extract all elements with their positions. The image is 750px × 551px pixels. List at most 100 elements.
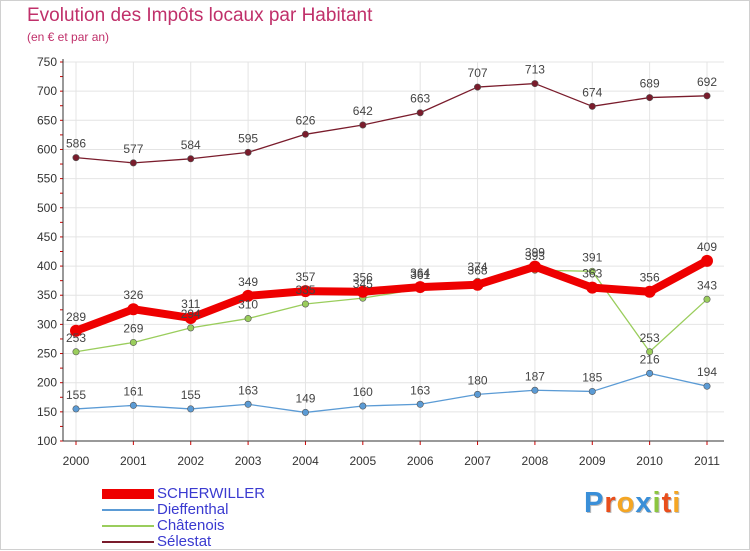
legend-label-dieffenthal: Dieffenthal — [157, 501, 229, 518]
x-tick-label-2006: 2006 — [407, 454, 434, 468]
series-line-scherwiller — [72, 256, 711, 335]
data-point-scherwiller — [643, 285, 656, 298]
x-tick-label-2001: 2001 — [120, 454, 147, 468]
data-point-s-lestat — [646, 94, 654, 102]
data-label-ch-tenois: 391 — [582, 250, 602, 264]
x-tick-label-2005: 2005 — [349, 454, 376, 468]
data-point-scherwiller — [299, 285, 312, 298]
data-point-dieffenthal — [187, 405, 195, 413]
data-point-scherwiller — [70, 324, 82, 337]
proxiti-logo: Proxiti — [584, 487, 681, 520]
data-label-scherwiller: 409 — [697, 240, 717, 254]
series-line-s-lestat — [75, 82, 708, 164]
data-point-s-lestat — [359, 121, 367, 129]
data-label-scherwiller: 356 — [353, 271, 373, 285]
y-tick-label-200: 200 — [37, 376, 57, 390]
data-label-dieffenthal: 180 — [468, 373, 488, 387]
chart-subtitle: (en € et par an) — [27, 30, 110, 44]
data-label-s-lestat: 689 — [640, 77, 660, 91]
data-label-ch-tenois: 361 — [410, 268, 430, 282]
data-point-ch-tenois — [646, 348, 654, 356]
data-point-scherwiller — [127, 303, 140, 316]
series-line-dieffenthal — [75, 372, 708, 414]
data-point-dieffenthal — [301, 408, 309, 416]
logo-letter: t — [661, 487, 673, 519]
y-tick-label-400: 400 — [37, 259, 57, 273]
data-point-s-lestat — [474, 83, 482, 91]
y-tick-label-250: 250 — [37, 347, 57, 361]
data-point-scherwiller — [184, 311, 197, 324]
logo-letter: x — [635, 487, 653, 519]
x-tick-label-2010: 2010 — [636, 454, 663, 468]
chart-title: Evolution des Impôts locaux par Habitant — [27, 5, 373, 26]
data-point-s-lestat — [244, 148, 252, 156]
data-label-scherwiller: 363 — [582, 267, 602, 281]
data-point-dieffenthal — [531, 386, 539, 394]
data-label-ch-tenois: 343 — [697, 278, 717, 292]
data-point-dieffenthal — [129, 401, 137, 409]
legend-swatch-selestat — [102, 541, 154, 543]
x-tick-label-2007: 2007 — [464, 454, 491, 468]
data-point-dieffenthal — [72, 405, 80, 413]
data-point-s-lestat — [301, 130, 309, 138]
data-label-ch-tenois: 294 — [181, 307, 201, 321]
data-point-scherwiller — [414, 281, 427, 294]
data-point-s-lestat — [703, 92, 711, 100]
x-tick-label-2008: 2008 — [522, 454, 549, 468]
legend-swatch-scherwiller — [102, 489, 154, 499]
data-point-s-lestat — [531, 80, 539, 88]
series-layer — [70, 80, 713, 416]
data-point-dieffenthal — [646, 369, 654, 377]
legend-swatch-dieffenthal — [102, 509, 154, 511]
y-axis-ticks: 100 150 200 250 300 350 400 450 500 550 600 650 700 7… — [37, 55, 57, 448]
data-label-dieffenthal: 163 — [410, 383, 430, 397]
data-label-scherwiller: 356 — [640, 271, 660, 285]
data-point-ch-tenois — [703, 295, 711, 303]
data-label-s-lestat: 713 — [525, 63, 545, 77]
data-label-ch-tenois: 374 — [468, 260, 488, 274]
data-label-s-lestat: 595 — [238, 131, 258, 145]
data-label-s-lestat: 586 — [66, 137, 86, 151]
x-axis-ticks: 2000 2001 2002 2003 2004 2005 2006 2007 2008 2009… — [63, 454, 721, 468]
logo-letter: P — [584, 487, 605, 519]
data-label-ch-tenois: 310 — [238, 298, 258, 312]
data-label-scherwiller: 349 — [238, 275, 258, 289]
data-label-ch-tenois: 253 — [640, 331, 660, 345]
x-tick-label-2009: 2009 — [579, 454, 606, 468]
data-point-dieffenthal — [416, 400, 424, 408]
logo-letter: i — [672, 487, 682, 519]
data-label-scherwiller: 368 — [468, 264, 488, 278]
y-tick-label-600: 600 — [37, 142, 57, 156]
data-label-dieffenthal: 163 — [238, 383, 258, 397]
data-label-dieffenthal: 216 — [640, 352, 660, 366]
y-tick-label-650: 650 — [37, 113, 57, 127]
data-point-scherwiller — [528, 260, 541, 273]
grid-lines — [63, 61, 724, 442]
data-label-ch-tenois: 345 — [353, 277, 373, 291]
data-label-scherwiller: 311 — [181, 297, 200, 311]
data-label-s-lestat: 577 — [123, 142, 143, 156]
data-label-dieffenthal: 161 — [123, 384, 143, 398]
data-point-dieffenthal — [359, 402, 367, 410]
data-label-dieffenthal: 187 — [525, 369, 545, 383]
data-label-ch-tenois: 253 — [66, 331, 86, 345]
logo-letter: i — [652, 487, 662, 519]
y-tick-label-450: 450 — [37, 230, 57, 244]
data-label-dieffenthal: 194 — [697, 365, 717, 379]
y-tick-label-350: 350 — [37, 288, 57, 302]
data-point-ch-tenois — [72, 348, 80, 356]
y-tick-label-300: 300 — [37, 317, 57, 331]
axes — [60, 59, 724, 445]
data-label-dieffenthal: 149 — [295, 391, 315, 405]
data-label-s-lestat: 584 — [181, 138, 201, 152]
data-label-s-lestat: 692 — [697, 75, 717, 89]
y-tick-label-500: 500 — [37, 201, 57, 215]
data-label-dieffenthal: 185 — [582, 370, 602, 384]
y-tick-label-550: 550 — [37, 172, 57, 186]
data-point-s-lestat — [129, 159, 137, 167]
data-label-ch-tenois: 335 — [295, 283, 315, 297]
y-tick-label-150: 150 — [37, 405, 57, 419]
data-label-s-lestat: 626 — [295, 113, 315, 127]
x-tick-label-2004: 2004 — [292, 454, 319, 468]
